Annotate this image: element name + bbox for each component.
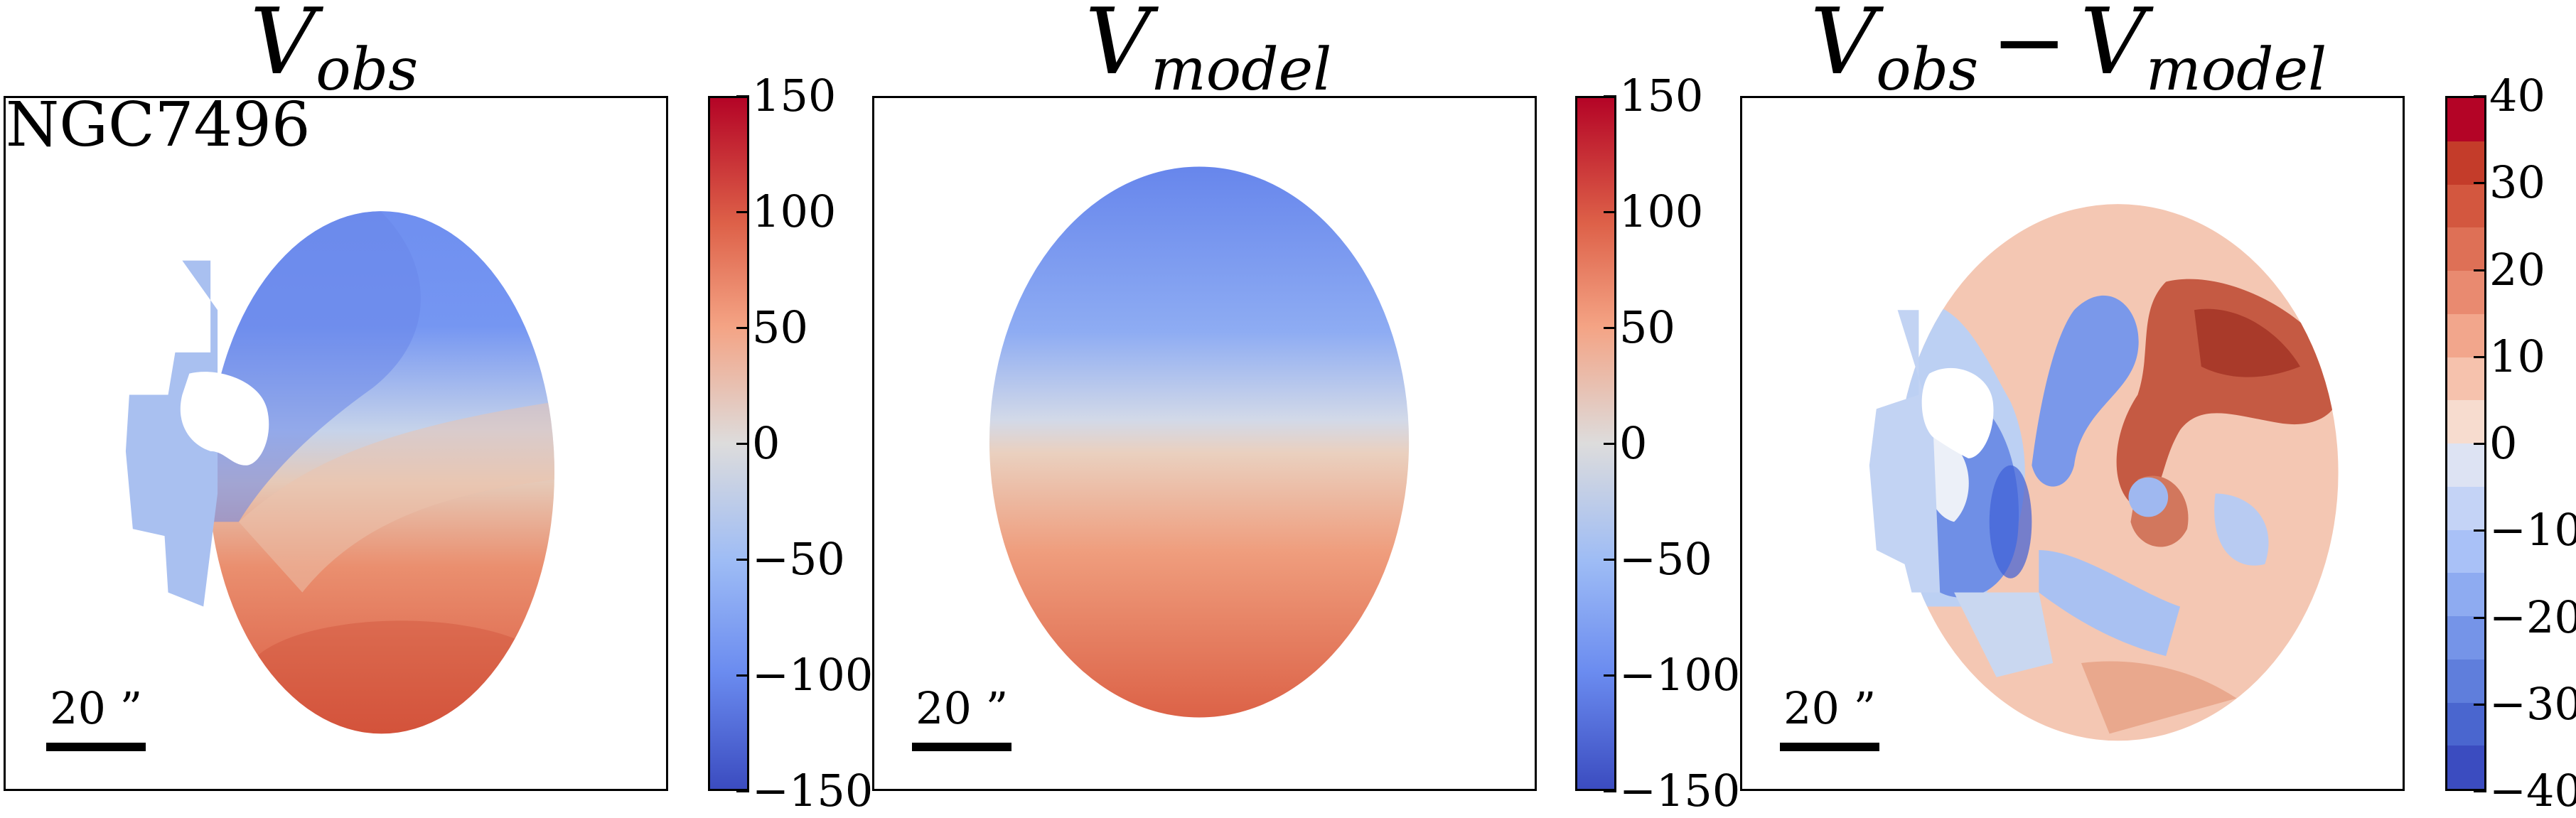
residual-colorbar-tick-label: 40 <box>2489 70 2545 122</box>
velocity-colorbar-1-tick-mark <box>736 559 749 561</box>
velocity-colorbar-1-tick-label: 150 <box>752 70 837 122</box>
residual-colorbar-tick-mark <box>2474 355 2486 358</box>
residual-colorbar-band <box>2447 357 2484 401</box>
velocity-colorbar-1-tick-mark <box>736 211 749 213</box>
velocity-colorbar-2-tick-label: 100 <box>1619 185 1704 237</box>
scale-bar-label: 20 ” <box>50 682 143 734</box>
residual-colorbar-tick-label: 0 <box>2489 417 2518 469</box>
residual-colorbar-tick-label: −30 <box>2489 677 2576 730</box>
velocity-colorbar-1-tick-label: −50 <box>752 533 845 585</box>
model-velocity-map: 20 ” <box>872 96 1537 791</box>
scale-bar-label: 20 ” <box>1783 682 1877 734</box>
residual-colorbar-tick-mark <box>2474 529 2486 532</box>
velocity-colorbar-2-tick-label: 50 <box>1619 301 1675 353</box>
residual-colorbar-band <box>2447 659 2484 703</box>
panel-title-model: Vmodel <box>1085 0 1332 104</box>
velocity-colorbar-2-tick-mark <box>1604 211 1616 213</box>
residual-colorbar-tick-label: 30 <box>2489 156 2545 209</box>
residual-colorbar-tick-label: −20 <box>2489 591 2576 643</box>
residual-velocity-image <box>1869 204 2339 741</box>
velocity-colorbar-2-tick-mark <box>1604 674 1616 677</box>
residual-colorbar-band <box>2447 573 2484 616</box>
residual-colorbar-tick-label: −10 <box>2489 504 2576 556</box>
residual-colorbar-band <box>2447 702 2484 746</box>
velocity-colorbar-1-tick-label: −150 <box>752 765 874 817</box>
velocity-colorbar-1-tick-mark <box>736 674 749 677</box>
velocity-colorbar-1-tick-mark <box>736 790 749 792</box>
velocity-colorbar-2-tick-label: 0 <box>1619 417 1648 469</box>
residual-colorbar-band <box>2447 313 2484 357</box>
panel-title-residual: Vobs − Vmodel <box>1810 0 2327 104</box>
velocity-colorbar-2-tick-label: −100 <box>1619 649 1741 701</box>
velocity-colorbar-1-tick-label: −100 <box>752 649 874 701</box>
residual-colorbar-band <box>2447 227 2484 271</box>
scale-bar <box>1780 743 1879 751</box>
velocity-colorbar-2-tick-label: −50 <box>1619 533 1712 585</box>
velocity-colorbar-1-tick-label: 100 <box>752 185 837 237</box>
velocity-colorbar-2-tick-mark <box>1604 95 1616 97</box>
velocity-colorbar-2-tick-mark <box>1604 327 1616 329</box>
velocity-colorbar-1-tick-mark <box>736 443 749 445</box>
scale-bar <box>46 743 146 751</box>
residual-colorbar-band <box>2447 141 2484 185</box>
panel-title-obs: Vobs <box>249 0 419 104</box>
residual-colorbar-tick-label: 20 <box>2489 243 2545 296</box>
velocity-colorbar-2-tick-mark <box>1604 559 1616 561</box>
velocity-colorbar-2-tick-label: 150 <box>1619 70 1704 122</box>
observed-velocity-map: NGC7496 20 ” <box>4 96 668 791</box>
velocity-colorbar-1-tick-mark <box>736 327 749 329</box>
scale-bar <box>912 743 1011 751</box>
velocity-colorbar-2-tick-mark <box>1604 443 1616 445</box>
residual-colorbar-tick-mark <box>2474 182 2486 185</box>
velocity-colorbar-1-tick-label: 0 <box>752 417 780 469</box>
residual-colorbar <box>2445 96 2486 791</box>
scale-bar-label: 20 ” <box>916 682 1009 734</box>
model-velocity-image <box>989 166 1410 718</box>
residual-colorbar-band <box>2447 400 2484 443</box>
residual-colorbar-tick-mark <box>2474 443 2486 445</box>
residual-colorbar-tick-label: −40 <box>2489 765 2576 817</box>
velocity-colorbar-1-tick-mark <box>736 95 749 97</box>
velocity-colorbar-1-tick-label: 50 <box>752 301 808 353</box>
residual-colorbar-band <box>2447 746 2484 789</box>
residual-colorbar-tick-mark <box>2474 790 2486 792</box>
residual-velocity-map: 20 ” <box>1740 96 2405 791</box>
residual-colorbar-tick-mark <box>2474 703 2486 706</box>
residual-colorbar-band <box>2447 486 2484 530</box>
velocity-colorbar-2-tick-label: −150 <box>1619 765 1741 817</box>
residual-colorbar-tick-mark <box>2474 95 2486 97</box>
residual-colorbar-band <box>2447 616 2484 660</box>
residual-colorbar-tick-mark <box>2474 616 2486 619</box>
residual-colorbar-band <box>2447 443 2484 487</box>
galaxy-label: NGC7496 <box>6 96 311 161</box>
residual-colorbar-band <box>2447 98 2484 141</box>
residual-colorbar-band <box>2447 271 2484 314</box>
velocity-colorbar-2-tick-mark <box>1604 790 1616 792</box>
residual-colorbar-band <box>2447 529 2484 574</box>
residual-colorbar-tick-label: 10 <box>2489 330 2545 382</box>
residual-colorbar-tick-mark <box>2474 269 2486 271</box>
residual-colorbar-band <box>2447 184 2484 228</box>
observed-velocity-image <box>125 211 555 734</box>
